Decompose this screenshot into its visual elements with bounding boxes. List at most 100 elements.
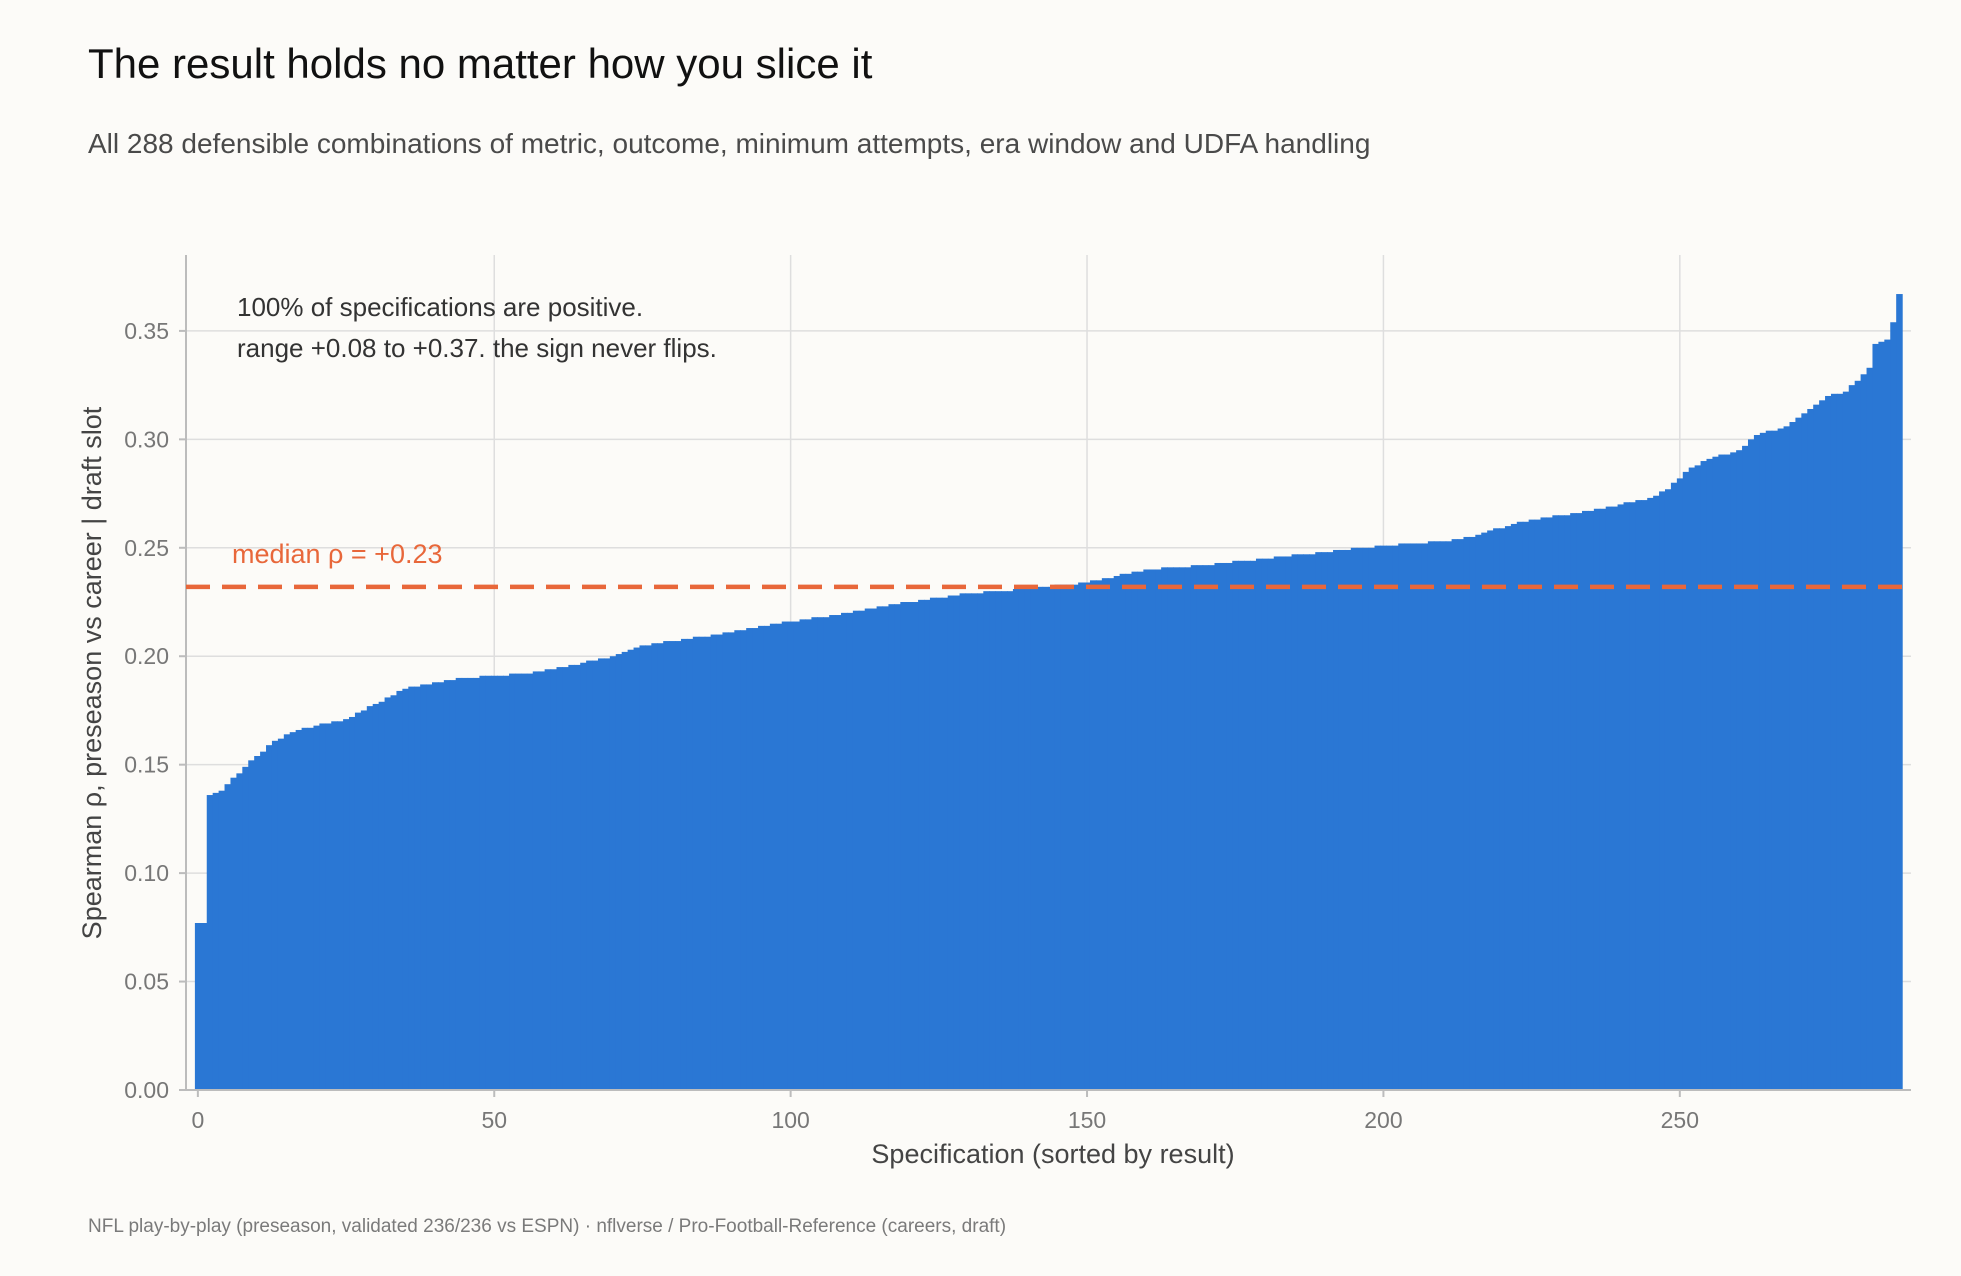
spec-bar bbox=[1291, 554, 1299, 1090]
spec-bar bbox=[959, 593, 967, 1090]
spec-bar bbox=[1078, 582, 1085, 1090]
spec-bar bbox=[1001, 591, 1008, 1090]
spec-bar bbox=[704, 636, 712, 1090]
spec-bar bbox=[1178, 567, 1186, 1090]
y-tick-label: 0.35 bbox=[124, 318, 169, 344]
spec-bar bbox=[1095, 580, 1103, 1090]
spec-bar bbox=[260, 751, 267, 1090]
spec-bar bbox=[1362, 547, 1370, 1090]
spec-bar bbox=[1060, 584, 1067, 1090]
spec-bar bbox=[633, 647, 641, 1090]
spec-bar bbox=[1030, 589, 1038, 1090]
y-tick-label: 0.00 bbox=[124, 1077, 169, 1103]
spec-bar bbox=[1813, 404, 1820, 1090]
spec-bar bbox=[657, 643, 664, 1090]
spec-bar bbox=[1042, 586, 1050, 1090]
spec-bar bbox=[349, 716, 356, 1090]
spec-bar bbox=[319, 723, 326, 1090]
spec-bar bbox=[1208, 565, 1216, 1090]
spec-bar bbox=[787, 621, 795, 1090]
spec-bar bbox=[283, 734, 291, 1090]
spec-bar bbox=[1670, 482, 1678, 1090]
spec-bar bbox=[1872, 343, 1879, 1090]
spec-bar bbox=[1392, 545, 1399, 1090]
chart-subtitle: All 288 defensible combinations of metri… bbox=[88, 128, 1371, 159]
spec-bar bbox=[254, 756, 261, 1090]
x-tick-label: 200 bbox=[1364, 1107, 1402, 1133]
annotation-line-1: 100% of specifications are positive. bbox=[237, 292, 643, 322]
spec-bar bbox=[1048, 586, 1056, 1090]
spec-bar bbox=[384, 697, 392, 1090]
y-axis-label: Spearman ρ, preseason vs career | draft … bbox=[77, 406, 107, 939]
spec-bar bbox=[1860, 374, 1868, 1090]
spec-bar bbox=[1635, 500, 1642, 1091]
spec-bar bbox=[1202, 565, 1210, 1090]
median-line-group: median ρ = +0.23 bbox=[186, 539, 1911, 590]
spec-bar bbox=[627, 649, 635, 1090]
spec-bar bbox=[835, 615, 842, 1090]
spec-bar bbox=[1593, 508, 1601, 1090]
spec-bar bbox=[947, 595, 955, 1090]
spec-bar bbox=[1587, 510, 1595, 1090]
spec-bar bbox=[1753, 435, 1761, 1090]
spec-bar bbox=[1386, 545, 1393, 1090]
spec-bar bbox=[924, 599, 931, 1090]
spec-bar bbox=[360, 710, 368, 1090]
spec-bar bbox=[408, 686, 415, 1090]
spec-bar bbox=[710, 634, 718, 1090]
spec-bar bbox=[1131, 571, 1139, 1090]
spec-bar bbox=[390, 695, 398, 1090]
y-tick-label: 0.25 bbox=[124, 535, 169, 561]
spec-bar bbox=[663, 641, 670, 1090]
spec-bar bbox=[1137, 571, 1144, 1090]
spec-bar bbox=[343, 719, 350, 1090]
spec-bar bbox=[1107, 578, 1115, 1090]
spec-bar bbox=[1653, 495, 1660, 1091]
spec-bar bbox=[1564, 515, 1571, 1090]
spec-bar bbox=[692, 636, 700, 1090]
spec-bar bbox=[1647, 497, 1654, 1091]
spec-bar bbox=[829, 615, 836, 1090]
spec-bar bbox=[852, 610, 860, 1090]
spec-bar bbox=[402, 688, 409, 1090]
spec-bar bbox=[1842, 391, 1850, 1090]
spec-bar bbox=[236, 773, 243, 1090]
spec-bar bbox=[1777, 428, 1785, 1091]
median-label: median ρ = +0.23 bbox=[232, 539, 443, 569]
spec-bar bbox=[426, 684, 433, 1090]
y-tick-label: 0.20 bbox=[124, 643, 169, 669]
spec-bar bbox=[615, 654, 623, 1090]
spec-bar bbox=[550, 669, 558, 1090]
spec-bar bbox=[722, 632, 729, 1090]
spec-bar bbox=[544, 669, 552, 1090]
spec-bar bbox=[1285, 556, 1293, 1090]
spec-bar bbox=[354, 712, 362, 1090]
spec-bar bbox=[1819, 400, 1826, 1091]
spec-bar bbox=[396, 690, 403, 1090]
spec-bar bbox=[1617, 504, 1625, 1090]
spec-bar bbox=[953, 595, 961, 1090]
spec-bar bbox=[680, 638, 688, 1090]
spec-bar bbox=[414, 686, 421, 1090]
spec-bar bbox=[1457, 539, 1465, 1090]
spec-bar bbox=[1700, 461, 1708, 1091]
spec-bar bbox=[295, 729, 303, 1090]
bars bbox=[194, 294, 1903, 1091]
spec-bar bbox=[1255, 558, 1263, 1090]
spec-bar bbox=[1801, 413, 1808, 1090]
spec-bar bbox=[805, 619, 812, 1090]
spec-bar bbox=[337, 721, 344, 1090]
spec-bar bbox=[1499, 528, 1506, 1090]
spec-bar bbox=[455, 677, 463, 1090]
spec-bar bbox=[1475, 534, 1482, 1090]
spec-bar bbox=[1427, 541, 1435, 1090]
spec-bar bbox=[1410, 543, 1417, 1090]
spec-bar bbox=[1113, 575, 1121, 1090]
spec-bar bbox=[1487, 530, 1494, 1090]
spec-bar bbox=[1018, 589, 1026, 1090]
spec-bar bbox=[1706, 458, 1714, 1090]
annotation-line-2: range +0.08 to +0.37. the sign never fli… bbox=[237, 333, 717, 363]
spec-bar bbox=[1125, 573, 1133, 1090]
spec-bar bbox=[1611, 506, 1619, 1090]
spec-bar bbox=[1421, 543, 1429, 1090]
